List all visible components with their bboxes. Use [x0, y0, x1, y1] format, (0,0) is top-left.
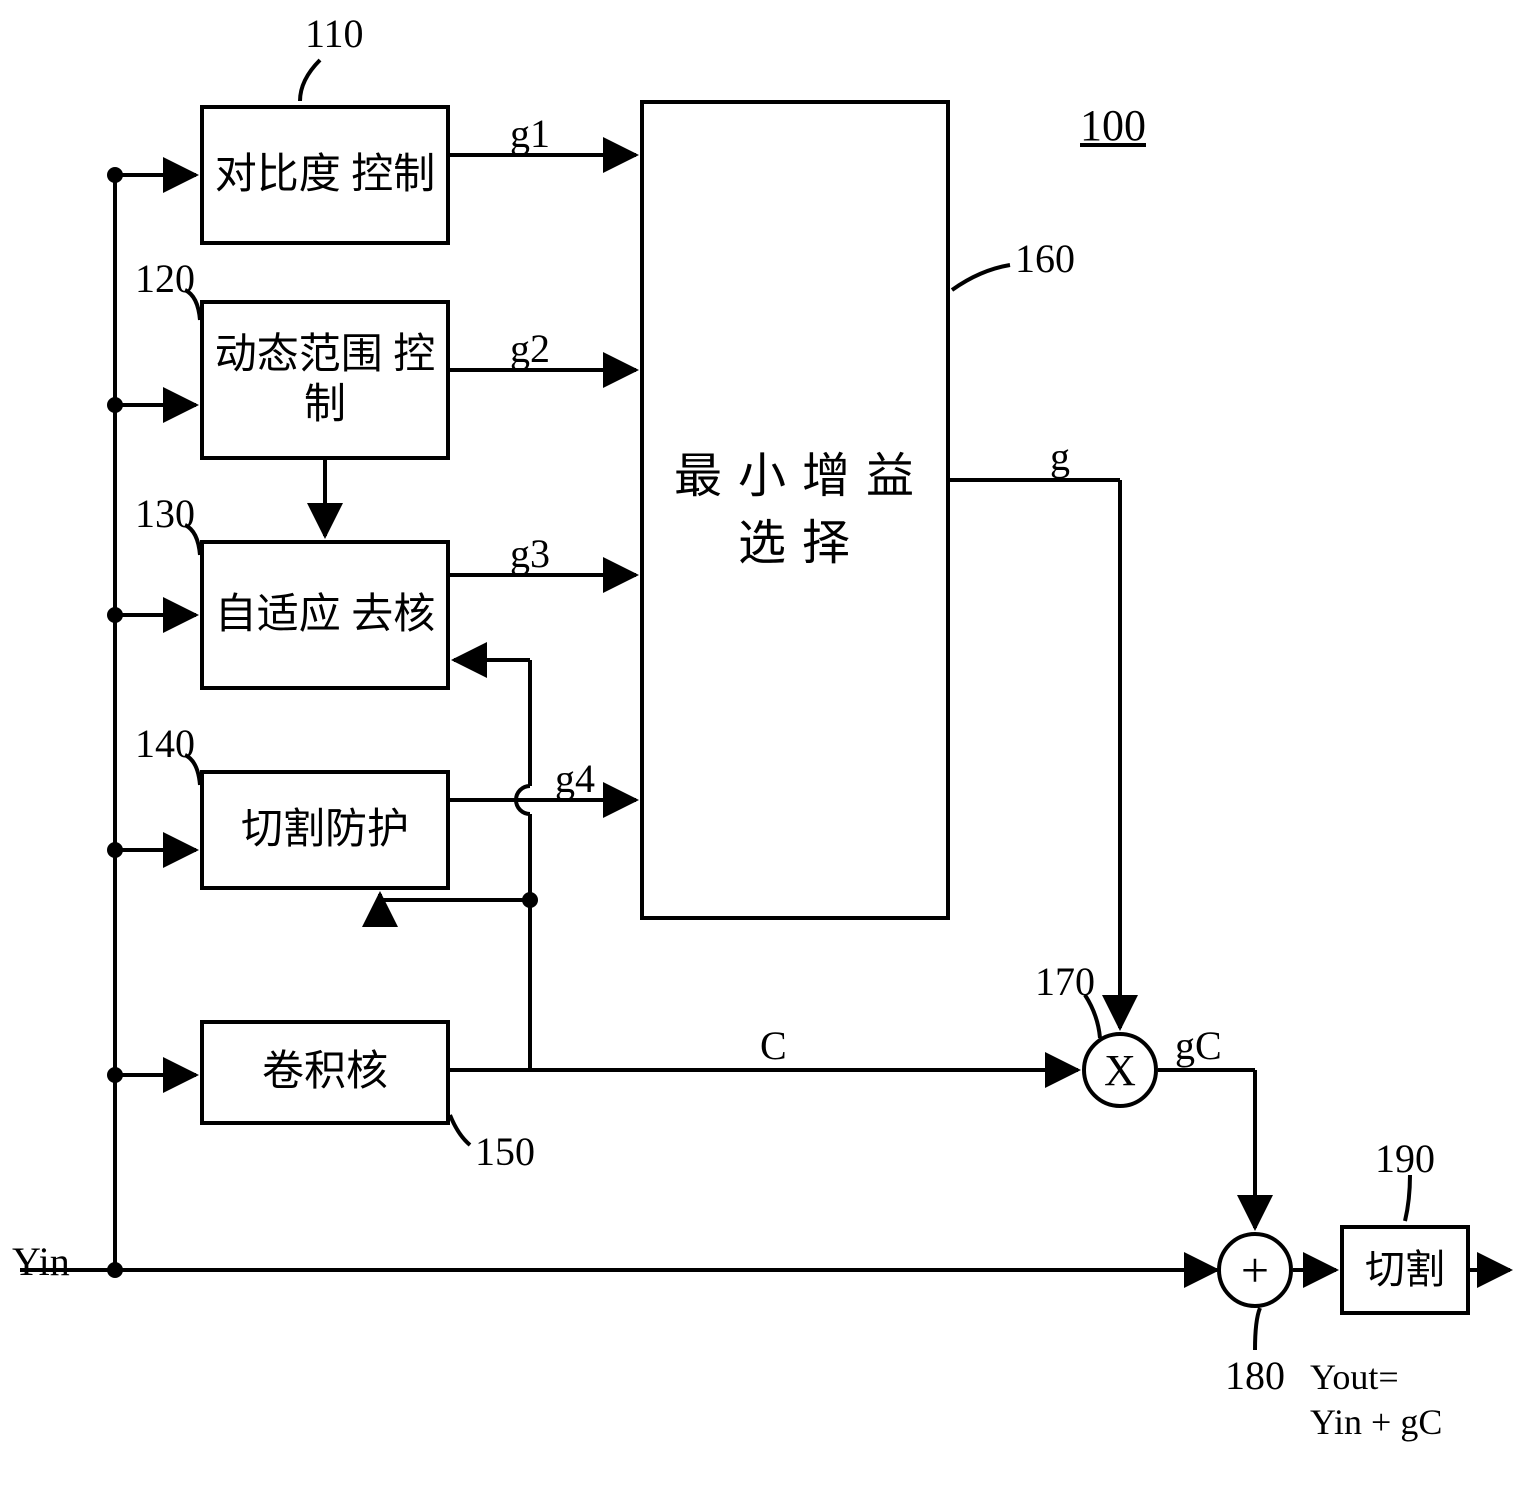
block-mingain: 最 小 增 益 选 择	[640, 100, 950, 920]
sig-g1: g1	[510, 110, 550, 157]
ref-120: 120	[135, 255, 195, 302]
ref-150: 150	[475, 1128, 535, 1175]
sig-g2: g2	[510, 325, 550, 372]
sig-g: g	[1050, 433, 1070, 480]
adder: +	[1217, 1232, 1293, 1308]
dot	[107, 167, 123, 183]
ref-110: 110	[305, 10, 364, 57]
sig-C: C	[760, 1022, 787, 1069]
block-contrast-label: 对比度 控制	[215, 150, 436, 200]
sig-Yin: Yin	[12, 1238, 70, 1285]
block-clip: 切割	[1340, 1225, 1470, 1315]
block-clipprot: 切割防护	[200, 770, 450, 890]
block-adaptive-label: 自适应 去核	[215, 590, 436, 640]
adder-symbol: +	[1241, 1241, 1269, 1299]
block-convkern: 卷积核	[200, 1020, 450, 1125]
sig-g4: g4	[555, 755, 595, 802]
multiplier-symbol: X	[1104, 1045, 1136, 1096]
dot	[107, 397, 123, 413]
ref-140: 140	[135, 720, 195, 767]
ref-170: 170	[1035, 958, 1095, 1005]
block-clip-label: 切割	[1365, 1246, 1445, 1294]
sig-Yout: Yout= Yin + gC	[1310, 1355, 1442, 1445]
ref-180: 180	[1225, 1352, 1285, 1399]
multiplier: X	[1082, 1032, 1158, 1108]
dot	[107, 1067, 123, 1083]
dot	[107, 1262, 123, 1278]
block-dynrange-label: 动态范围 控制	[204, 330, 446, 431]
ref-160: 160	[1015, 235, 1075, 282]
sig-gC: gC	[1175, 1022, 1222, 1069]
block-mingain-label: 最 小 增 益 选 择	[644, 443, 946, 577]
block-contrast: 对比度 控制	[200, 105, 450, 245]
block-clipprot-label: 切割防护	[241, 805, 409, 855]
ref-190: 190	[1375, 1135, 1435, 1182]
block-diagram: 对比度 控制 动态范围 控制 自适应 去核 切割防护 卷积核 最 小 增 益 选…	[0, 0, 1513, 1499]
block-dynrange: 动态范围 控制	[200, 300, 450, 460]
ref-100: 100	[1080, 100, 1146, 151]
dot	[107, 842, 123, 858]
dot	[107, 607, 123, 623]
block-convkern-label: 卷积核	[262, 1047, 388, 1097]
block-adaptive: 自适应 去核	[200, 540, 450, 690]
dot	[522, 892, 538, 908]
sig-g3: g3	[510, 530, 550, 577]
ref-130: 130	[135, 490, 195, 537]
